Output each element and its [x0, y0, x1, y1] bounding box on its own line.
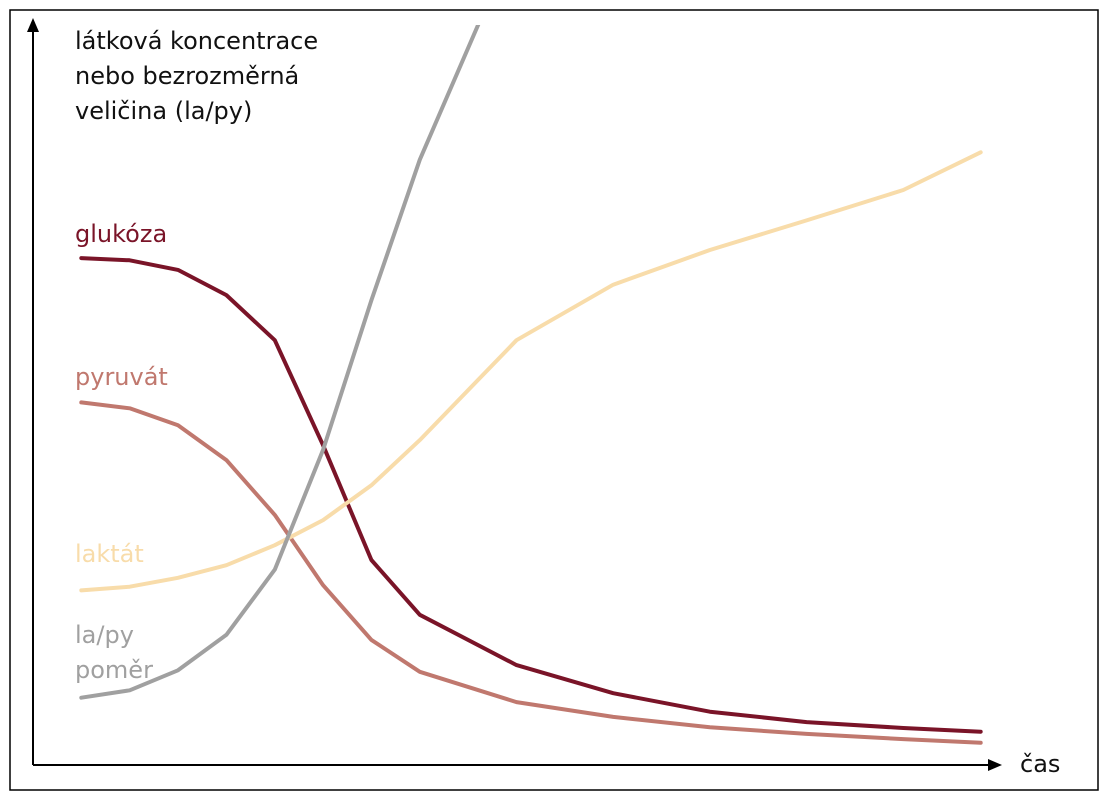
series-line	[79, 150, 983, 593]
series-line	[79, 400, 983, 745]
series-label: la/py poměr	[75, 621, 153, 684]
series-line	[79, 25, 481, 700]
x-axis-arrow	[988, 759, 1002, 771]
series-label: laktát	[75, 540, 144, 568]
y-axis-label: látková koncentrace nebo bezrozměrná vel…	[75, 27, 319, 125]
y-axis-arrow	[27, 18, 39, 32]
series-line	[79, 256, 983, 734]
series-label: pyruvát	[75, 363, 168, 391]
plot-area	[79, 25, 983, 745]
x-axis-label: čas	[1020, 750, 1061, 778]
series-label: glukóza	[75, 220, 168, 248]
frame	[9, 9, 1099, 791]
